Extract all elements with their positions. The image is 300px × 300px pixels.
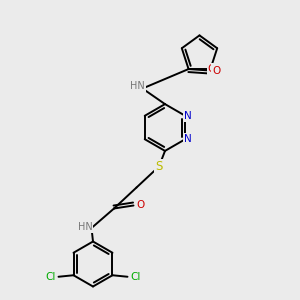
Text: O: O [136, 200, 144, 211]
Text: HN: HN [77, 221, 92, 232]
Text: Cl: Cl [46, 272, 56, 282]
Text: S: S [155, 160, 163, 173]
Text: Cl: Cl [130, 272, 140, 282]
Text: O: O [213, 65, 221, 76]
Text: HN: HN [130, 81, 145, 91]
Text: N: N [184, 134, 191, 144]
Text: O: O [208, 64, 216, 74]
Text: N: N [184, 111, 191, 121]
